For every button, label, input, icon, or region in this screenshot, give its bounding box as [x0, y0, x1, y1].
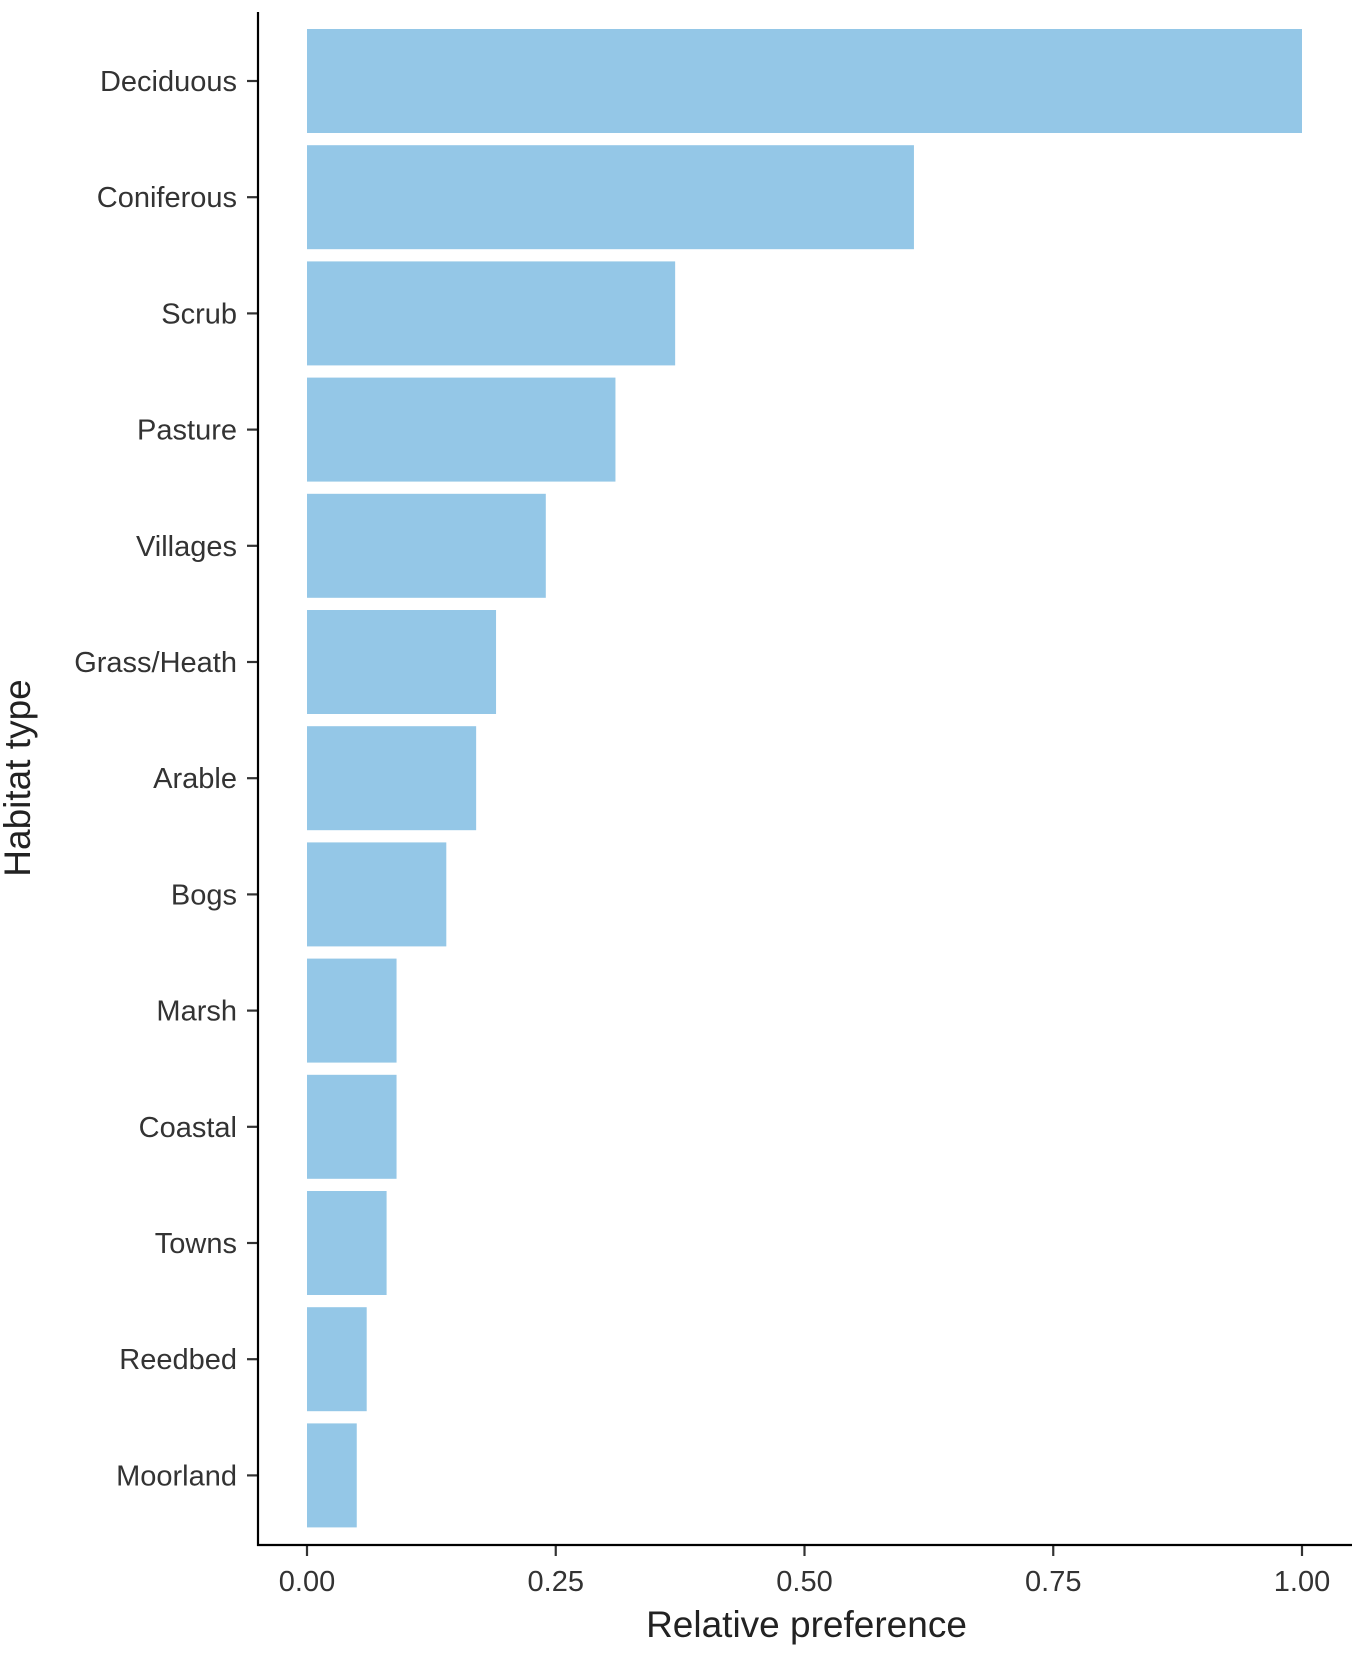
x-ticks-group: 0.00 0.25 0.50 0.75 1.00 [279, 1545, 1330, 1598]
bar-reedbed [307, 1307, 367, 1412]
x-tick-label: 0.25 [528, 1566, 584, 1598]
bar-villages [307, 493, 546, 598]
x-tick-label: 0.75 [1025, 1566, 1081, 1598]
bar-deciduous [307, 29, 1302, 133]
y-tick-label-pasture: Pasture [137, 415, 237, 447]
y-tick-label-villages: Villages [136, 531, 237, 563]
bar-moorland [307, 1423, 357, 1528]
y-tick-label-towns: Towns [155, 1228, 237, 1260]
y-tick-label-coastal: Coastal [139, 1112, 237, 1144]
x-tick-label: 1.00 [1274, 1566, 1330, 1598]
bar-pasture [307, 377, 616, 482]
y-ticks-group: Deciduous Coniferous Scrub Pasture Villages G… [74, 66, 258, 1492]
y-axis-title: Habitat type [0, 679, 38, 876]
y-tick-label-scrub: Scrub [161, 298, 237, 330]
x-axis-title: Relative preference [646, 1604, 967, 1645]
bar-bogs [307, 842, 447, 947]
y-tick-label-grass-heath: Grass/Heath [74, 647, 237, 679]
bar-marsh [307, 958, 397, 1063]
bar-towns [307, 1191, 387, 1295]
y-tick-label-coniferous: Coniferous [97, 182, 237, 214]
bar-grass-heath [307, 610, 497, 714]
bars-group [307, 29, 1302, 1528]
y-tick-label-marsh: Marsh [156, 996, 237, 1028]
y-tick-label-moorland: Moorland [116, 1460, 237, 1492]
bar-scrub [307, 261, 676, 366]
bar-coastal [307, 1074, 397, 1179]
x-tick-label: 0.50 [776, 1566, 832, 1598]
y-tick-label-reedbed: Reedbed [119, 1344, 237, 1376]
y-tick-label-arable: Arable [153, 763, 237, 795]
bar-arable [307, 726, 477, 831]
x-tick-label: 0.00 [279, 1566, 335, 1598]
y-tick-label-bogs: Bogs [171, 879, 237, 911]
y-tick-label-deciduous: Deciduous [100, 66, 237, 98]
bar-coniferous [307, 145, 914, 250]
